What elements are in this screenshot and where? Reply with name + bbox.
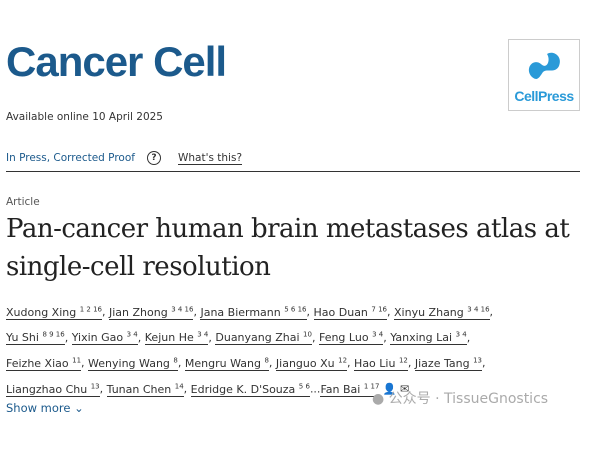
author-link[interactable]: Jiaze Tang 13	[414, 356, 482, 371]
author-link[interactable]: Fan Bai 1 17	[320, 381, 380, 397]
cellpress-logo[interactable]: CellPress	[508, 39, 580, 111]
author-name: Yu Shi	[6, 331, 39, 345]
author-link[interactable]: Jianguo Xu 12	[275, 356, 348, 371]
author-name: Xudong Xing	[6, 305, 77, 319]
author-name: Edridge K. D'Souza	[190, 382, 296, 396]
author-name: Feizhe Xiao	[6, 356, 69, 370]
available-online: Available online 10 April 2025	[6, 111, 163, 123]
author-link[interactable]: Yu Shi 8 9 16	[6, 330, 65, 346]
author-name: Mengru Wang	[184, 356, 261, 370]
author-link[interactable]: Jana Biermann 5 6 16	[200, 305, 307, 320]
affiliation-sup: 1 17	[363, 381, 380, 390]
author-name: Wenying Wang	[88, 356, 170, 370]
author-name: Tunan Chen	[106, 382, 172, 396]
author-link[interactable]: Yixin Gao 3 4	[71, 330, 138, 346]
cellpress-logo-text: CellPress	[514, 88, 574, 104]
author-list: Xudong Xing 1 2 16, Jian Zhong 3 4 16, J…	[6, 305, 494, 397]
author-name: Jianguo Xu	[275, 356, 335, 370]
affiliation-sup: 13	[90, 381, 100, 390]
divider	[6, 171, 580, 172]
author-name: Feng Luo	[318, 331, 369, 345]
affiliation-sup: 5 6 16	[284, 305, 307, 313]
affiliation-sup: 3 4	[455, 330, 467, 339]
author-name: Jian Zhong	[108, 305, 168, 319]
affiliation-sup: 13	[473, 356, 482, 365]
author-link[interactable]: Feng Luo 3 4	[318, 330, 384, 346]
chevron-down-icon: ⌄	[74, 401, 84, 415]
question-icon[interactable]: ?	[147, 151, 161, 165]
show-more-label: Show more	[6, 401, 71, 415]
journal-title[interactable]: Cancer Cell	[6, 38, 227, 85]
author-link[interactable]: Xudong Xing 1 2 16	[6, 305, 102, 320]
title-line: single-cell resolution	[6, 252, 271, 282]
affiliation-sup: 3 4 16	[171, 305, 194, 313]
affiliation-sup: 3 4	[126, 330, 138, 339]
title-line: Pan-cancer human brain metastases atlas …	[6, 214, 570, 244]
author-name: Fan Bai	[320, 382, 361, 396]
author-name: Hao Duan	[313, 305, 368, 319]
affiliation-sup: 1 2 16	[79, 305, 102, 313]
affiliation-sup: 7 16	[371, 305, 388, 313]
author-name: Kejun He	[144, 331, 194, 345]
whats-this-link[interactable]: What's this?	[178, 152, 243, 165]
affiliation-sup: 3 4	[372, 330, 384, 339]
article-status-link[interactable]: In Press, Corrected Proof	[6, 152, 135, 164]
author-name: Jiaze Tang	[414, 356, 470, 370]
affiliation-sup: 12	[338, 356, 348, 365]
author-link[interactable]: Liangzhao Chu 13	[6, 381, 100, 397]
author-name: Yanxing Lai	[390, 331, 453, 345]
affiliation-sup: 8	[264, 356, 269, 365]
wechat-icon: ●	[372, 391, 385, 407]
author-name: Yixin Gao	[71, 331, 124, 345]
affiliation-sup: 11	[72, 356, 82, 365]
affiliation-sup: 14	[174, 381, 184, 390]
affiliation-sup: 8 9 16	[42, 330, 65, 339]
author-link[interactable]: Wenying Wang 8	[88, 356, 178, 371]
watermark: ● 公众号 · TissueGnostics	[372, 391, 549, 407]
article-title: Pan-cancer human brain metastases atlas …	[6, 210, 586, 286]
author-link[interactable]: Kejun He 3 4	[144, 330, 209, 346]
author-link[interactable]: Feizhe Xiao 11	[6, 356, 82, 371]
article-type: Article	[6, 196, 40, 208]
author-link[interactable]: Edridge K. D'Souza 5 6	[190, 381, 310, 397]
affiliation-sup: 5 6	[298, 381, 310, 390]
affiliation-sup: 3 4 16	[467, 305, 490, 313]
author-link[interactable]: Jian Zhong 3 4 16	[108, 305, 194, 320]
author-link[interactable]: Xinyu Zhang 3 4 16	[394, 305, 490, 320]
author-name: Xinyu Zhang	[394, 305, 464, 319]
person-mail-icon[interactable]: 👤 ✉	[379, 382, 410, 396]
show-more-button[interactable]: Show more ⌄	[6, 401, 84, 415]
author-link[interactable]: Hao Duan 7 16	[313, 305, 388, 320]
affiliation-sup: 10	[303, 330, 312, 339]
cellpress-mark-icon	[528, 52, 560, 79]
affiliation-sup: 3 4	[197, 330, 209, 339]
affiliation-sup: 12	[398, 356, 408, 365]
author-link[interactable]: Duanyang Zhai 10	[215, 330, 312, 346]
author-link[interactable]: Hao Liu 12	[354, 356, 408, 371]
author-link[interactable]: Tunan Chen 14	[106, 381, 184, 397]
author-name: Hao Liu	[354, 356, 396, 370]
author-name: Duanyang Zhai	[215, 331, 300, 345]
author-link[interactable]: Yanxing Lai 3 4	[390, 330, 467, 346]
author-link[interactable]: Mengru Wang 8	[184, 356, 269, 371]
affiliation-sup: 8	[173, 356, 178, 365]
author-name: Jana Biermann	[200, 305, 281, 319]
author-name: Liangzhao Chu	[6, 382, 88, 396]
